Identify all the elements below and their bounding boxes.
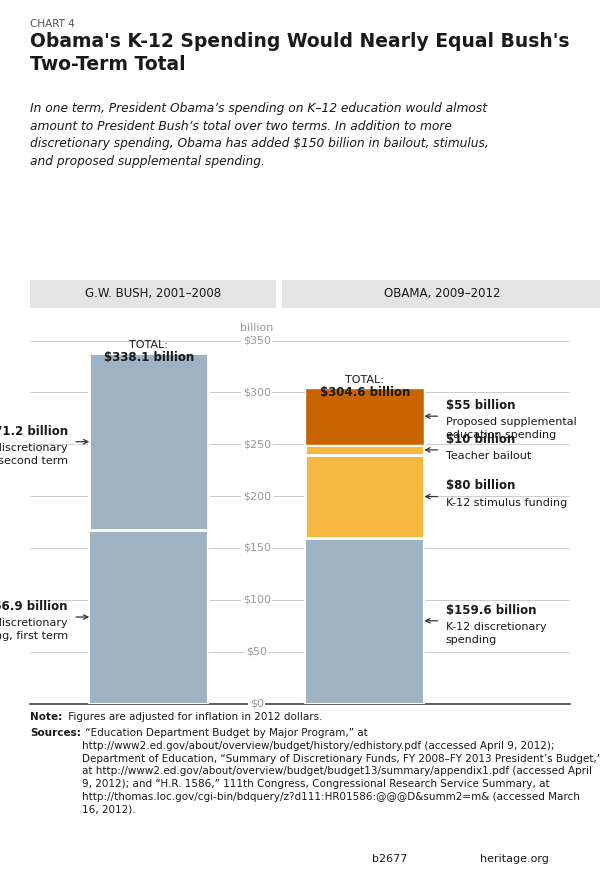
- Text: Proposed supplemental
education spending: Proposed supplemental education spending: [446, 417, 577, 440]
- Text: $171.2 billion: $171.2 billion: [0, 425, 68, 438]
- Bar: [89, 531, 208, 704]
- Text: $166.9 billion: $166.9 billion: [0, 600, 68, 613]
- Text: $338.1 billion: $338.1 billion: [104, 350, 194, 364]
- Text: Sources:: Sources:: [30, 728, 81, 738]
- Text: Note:: Note:: [30, 712, 62, 722]
- Text: In one term, President Obama’s spending on K–12 education would almost
amount to: In one term, President Obama’s spending …: [30, 102, 489, 168]
- Text: “Education Department Budget by Major Program,” at
http://www2.ed.gov/about/over: “Education Department Budget by Major Pr…: [82, 728, 600, 815]
- Text: $55 billion: $55 billion: [446, 399, 515, 412]
- Text: Obama's K-12 Spending Would Nearly Equal Bush's
Two-Term Total: Obama's K-12 Spending Would Nearly Equal…: [30, 32, 569, 74]
- Text: $10 billion: $10 billion: [446, 433, 515, 446]
- Text: $80 billion: $80 billion: [446, 480, 515, 492]
- Text: $50: $50: [246, 647, 267, 656]
- Text: billion: billion: [240, 323, 274, 333]
- Bar: [89, 353, 208, 531]
- Text: OBAMA, 2009–2012: OBAMA, 2009–2012: [384, 288, 501, 300]
- Bar: [305, 538, 424, 704]
- Bar: [305, 455, 424, 538]
- Text: $350: $350: [243, 336, 271, 345]
- Text: Figures are adjusted for inflation in 2012 dollars.: Figures are adjusted for inflation in 20…: [65, 712, 322, 722]
- Text: heritage.org: heritage.org: [480, 854, 549, 864]
- Text: $350: $350: [243, 336, 271, 345]
- Text: K-12 discretionary
spending, second term: K-12 discretionary spending, second term: [0, 443, 68, 466]
- Text: K-12 stimulus funding: K-12 stimulus funding: [446, 497, 567, 508]
- Text: b2677: b2677: [372, 854, 407, 864]
- Text: $150: $150: [243, 543, 271, 553]
- Text: $100: $100: [243, 595, 271, 605]
- Text: Teacher bailout: Teacher bailout: [446, 451, 531, 461]
- Text: $0: $0: [250, 698, 264, 709]
- Text: $159.6 billion: $159.6 billion: [446, 604, 536, 617]
- Text: G.W. BUSH, 2001–2008: G.W. BUSH, 2001–2008: [85, 288, 221, 300]
- Text: CHART 4: CHART 4: [30, 19, 75, 29]
- Text: TOTAL:: TOTAL:: [346, 375, 384, 385]
- Text: TOTAL:: TOTAL:: [130, 340, 168, 350]
- Text: $304.6 billion: $304.6 billion: [320, 385, 410, 399]
- Text: $300: $300: [243, 387, 271, 398]
- Bar: [305, 388, 424, 445]
- Text: K-12 discretionary
spending, first term: K-12 discretionary spending, first term: [0, 618, 68, 641]
- Text: $200: $200: [243, 491, 271, 501]
- Bar: [305, 445, 424, 455]
- Text: K-12 discretionary
spending: K-12 discretionary spending: [446, 621, 547, 645]
- Text: $250: $250: [243, 440, 271, 449]
